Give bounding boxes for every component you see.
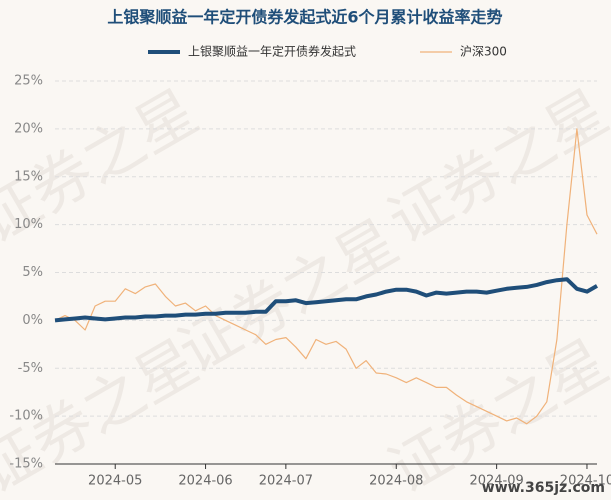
y-tick-label: 15% <box>14 169 43 184</box>
series-line <box>54 277 598 323</box>
y-tick-label: -10% <box>9 409 43 424</box>
y-tick-label: -5% <box>18 361 43 376</box>
y-tick-label: 10% <box>14 217 43 232</box>
x-tick-label: 2024-09 <box>469 474 523 489</box>
chart-title: 上银聚顺益一年定开债券发起式近6个月累计收益率走势 <box>107 8 502 27</box>
x-tick-label: 2024-10 <box>560 474 611 489</box>
site-watermark: www.365jz.com <box>482 480 605 496</box>
y-tick-label: 0% <box>22 313 43 328</box>
y-tick-label: 25% <box>14 74 43 89</box>
legend-label: 上银聚顺益一年定开债券发起式 <box>188 44 356 59</box>
series-line <box>54 128 598 425</box>
x-tick-label: 2024-08 <box>369 474 423 489</box>
y-tick-label: 5% <box>22 265 43 280</box>
y-tick-label: 20% <box>14 121 43 136</box>
y-tick-label: -15% <box>9 457 43 472</box>
legend-label: 沪深300 <box>460 45 507 59</box>
x-tick-label: 2024-06 <box>178 474 232 489</box>
x-tick-label: 2024-07 <box>259 474 313 489</box>
x-tick-label: 2024-05 <box>88 474 142 489</box>
